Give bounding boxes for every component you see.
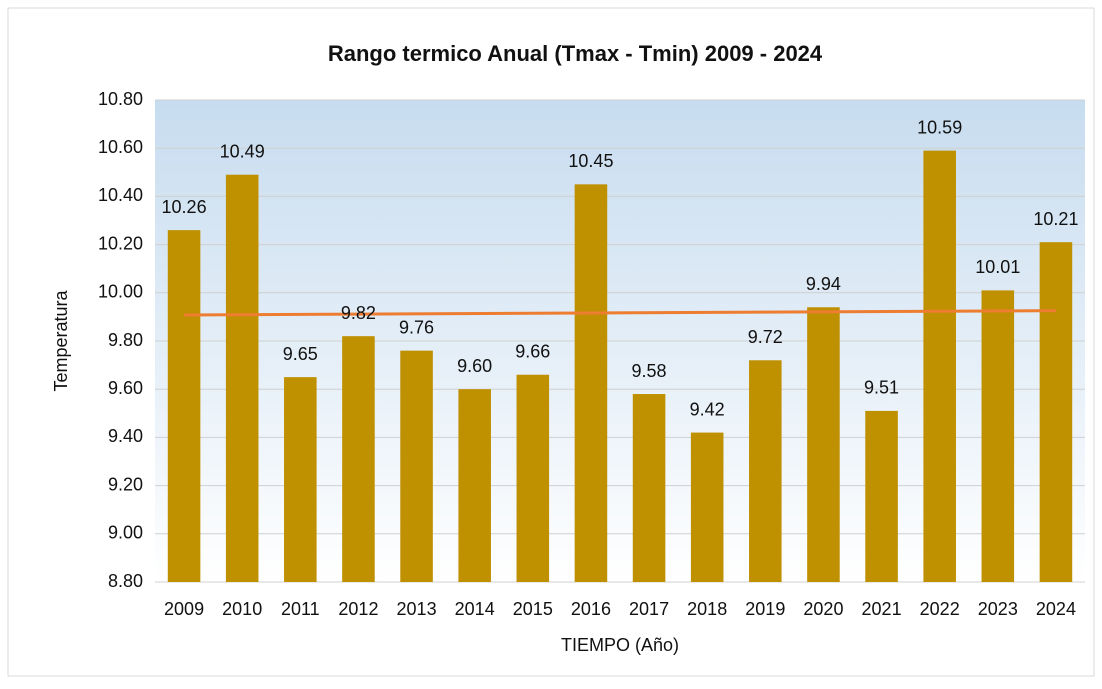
data-label: 9.76	[399, 317, 434, 337]
data-label: 9.58	[632, 361, 667, 381]
y-tick-label: 9.40	[108, 426, 143, 446]
data-label: 10.45	[568, 151, 613, 171]
bar	[458, 389, 491, 582]
x-tick-label: 2014	[455, 599, 495, 619]
chart-title: Rango termico Anual (Tmax - Tmin) 2009 -…	[328, 41, 823, 66]
x-tick-label: 2018	[687, 599, 727, 619]
x-tick-label: 2010	[222, 599, 262, 619]
y-tick-label: 10.20	[98, 233, 143, 253]
bar	[284, 377, 317, 582]
data-label: 9.51	[864, 378, 899, 398]
bar	[981, 290, 1015, 582]
bar	[342, 336, 375, 582]
bar	[225, 174, 259, 582]
bar	[516, 374, 550, 582]
y-tick-label: 9.80	[108, 330, 143, 350]
bar	[167, 230, 201, 582]
bar	[923, 150, 956, 583]
data-label: 9.72	[748, 327, 783, 347]
data-label: 9.42	[690, 399, 725, 419]
y-tick-label: 9.60	[108, 378, 143, 398]
data-label: 10.26	[162, 197, 207, 217]
data-label: 10.01	[975, 257, 1020, 277]
y-tick-label: 10.00	[98, 282, 143, 302]
data-label: 9.82	[341, 303, 376, 323]
y-tick-label: 9.20	[108, 474, 143, 494]
x-tick-label: 2016	[571, 599, 611, 619]
bar	[1039, 242, 1073, 582]
y-tick-label: 10.80	[98, 89, 143, 109]
x-tick-label: 2023	[978, 599, 1018, 619]
x-tick-label: 2015	[513, 599, 553, 619]
bar	[690, 432, 724, 582]
x-tick-label: 2011	[281, 599, 320, 619]
y-tick-label: 9.00	[108, 523, 143, 543]
bar	[865, 410, 898, 582]
data-label: 9.65	[283, 344, 318, 364]
x-tick-label: 2021	[862, 599, 902, 619]
bar	[574, 184, 608, 582]
x-tick-label: 2017	[629, 599, 669, 619]
x-tick-label: 2012	[338, 599, 378, 619]
data-label: 9.60	[457, 356, 492, 376]
x-tick-label: 2013	[397, 599, 437, 619]
data-label: 9.66	[515, 341, 550, 361]
x-tick-label: 2019	[745, 599, 785, 619]
bar	[807, 307, 840, 582]
y-tick-label: 10.40	[98, 185, 143, 205]
data-label: 10.59	[917, 117, 962, 137]
y-tick-label: 8.80	[108, 571, 143, 591]
x-axis-title: TIEMPO (Año)	[561, 635, 679, 655]
data-label: 9.94	[806, 274, 841, 294]
trend-line	[184, 309, 1056, 317]
y-tick-label: 10.60	[98, 137, 143, 157]
data-label: 10.21	[1033, 209, 1078, 229]
x-tick-label: 2022	[920, 599, 960, 619]
x-tick-label: 2009	[164, 599, 204, 619]
data-label: 10.49	[220, 141, 265, 161]
bar	[749, 360, 782, 582]
bar	[632, 394, 666, 582]
x-tick-label: 2020	[803, 599, 843, 619]
bar	[400, 350, 433, 582]
y-axis-title: Temperatura	[51, 289, 71, 391]
x-tick-label: 2024	[1036, 599, 1076, 619]
